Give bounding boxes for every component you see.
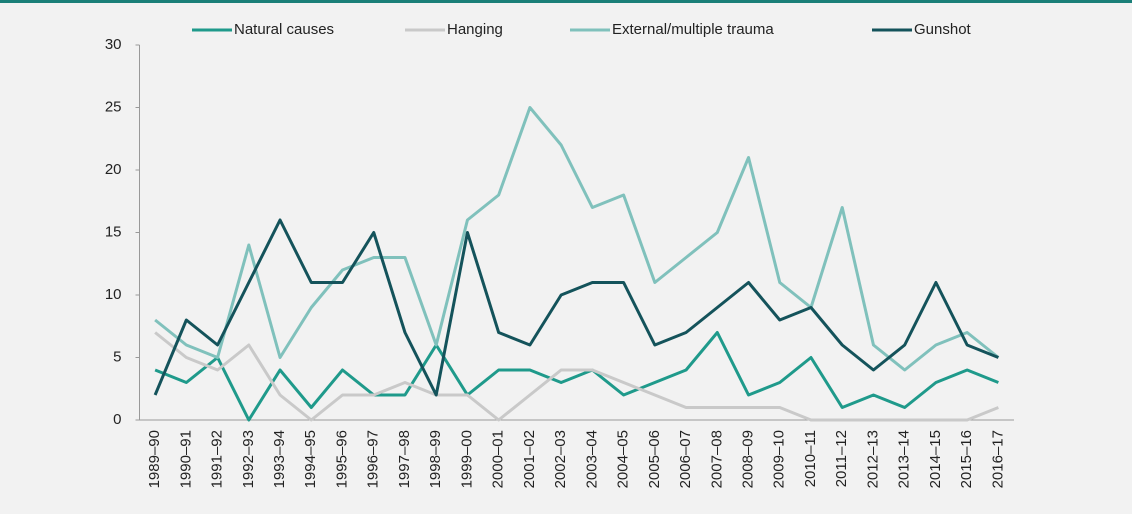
x-tick-label: 2015–16 [958,430,975,488]
y-tick-label: 30 [105,36,122,53]
series-line [154,331,999,422]
series-line [154,331,999,422]
x-tick-label: 2010–11 [802,430,819,487]
legend-label: Natural causes [234,21,334,38]
legend-label: Hanging [447,21,503,38]
x-tick-label: 2003–04 [583,430,600,488]
x-tick-label: 1998–99 [427,430,444,488]
y-tick-label: 20 [105,161,122,178]
x-tick-label: 1999–00 [458,430,475,488]
y-tick-label: 10 [105,286,122,303]
x-tick-label: 2016–17 [989,430,1006,488]
x-tick-label: 2013–14 [896,430,913,488]
x-tick-label: 2011–12 [833,430,850,487]
x-tick-label: 2005–06 [646,430,663,488]
legend-label: External/multiple trauma [612,21,774,38]
x-tick-label: 2014–15 [927,430,944,488]
x-tick-label: 1996–97 [365,430,382,488]
x-tick-label: 2007–08 [708,430,725,488]
x-tick-label: 2000–01 [490,430,507,488]
top-border [0,0,1132,3]
x-tick-label: 1997–98 [396,430,413,488]
x-tick-label: 2006–07 [677,430,694,488]
x-tick-label: 1989–90 [146,430,163,488]
legend-label: Gunshot [914,21,972,38]
x-tick-label: 1990–91 [177,430,194,488]
x-tick-label: 1991–92 [209,430,226,488]
x-tick-label: 1992–93 [240,430,257,488]
series-line [153,218,999,397]
x-tick-label: 2009–10 [771,430,788,488]
x-tick-label: 2001–02 [521,430,538,488]
x-tick-label: 2008–09 [739,430,756,488]
x-tick-label: 1995–96 [333,430,350,488]
series-line [154,106,1000,372]
y-tick-label: 25 [105,98,122,115]
x-tick-label: 2002–03 [552,430,569,488]
y-tick-label: 0 [113,411,121,428]
x-tick-label: 2012–13 [864,430,881,488]
x-tick-label: 1994–95 [302,430,319,488]
y-tick-label: 5 [113,348,121,365]
y-tick-label: 15 [105,223,122,240]
x-tick-label: 1993–94 [271,430,288,488]
x-tick-label: 2004–05 [615,430,632,488]
